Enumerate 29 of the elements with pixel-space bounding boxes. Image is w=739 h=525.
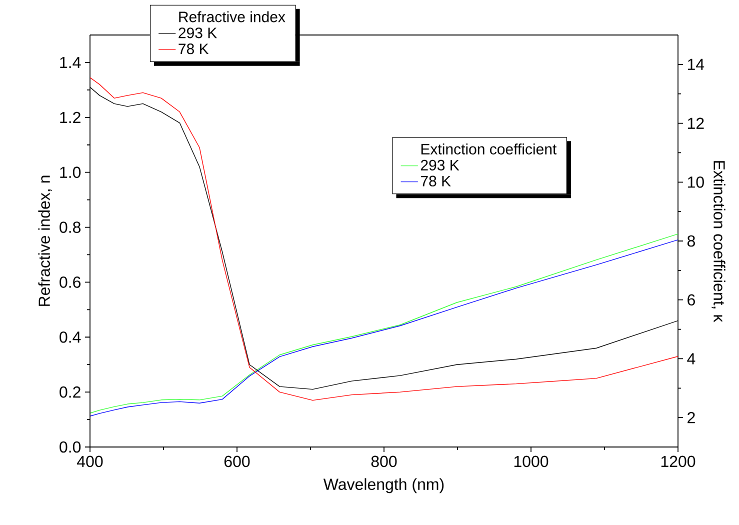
y2-tick-label: 2: [688, 412, 695, 424]
y2-tick-label: 14: [688, 58, 704, 70]
y2-tick-label: 4: [687, 353, 696, 364]
text: Refractive index: [179, 11, 286, 22]
legend-label: 293 K: [178, 28, 217, 38]
y-tick-label: 0.0: [60, 441, 81, 453]
legend-label: 78 K: [178, 44, 209, 54]
x-tick-label: 400: [77, 456, 103, 468]
y-tick-label: 0.4: [60, 331, 81, 343]
y2-tick-label: 6: [688, 294, 695, 306]
x-axis-title: Wavelength (nm): [323, 478, 444, 494]
y2-tick-label: 12: [688, 118, 704, 129]
y2-tick-label: 10: [688, 176, 704, 188]
x-tick-label: 1200: [661, 456, 696, 468]
annotation: Extinction coefficient: [421, 143, 557, 154]
y2-tick-label: 8: [687, 235, 695, 247]
y-tick-label: 1.0: [60, 166, 81, 178]
x-tick-label: 600: [224, 456, 250, 468]
y-tick-label: 0.6: [60, 276, 81, 288]
y-tick-label: 0.8: [60, 222, 81, 233]
y-tick-label: 1.4: [60, 56, 81, 68]
y2-axis-title: Extinction coefficient, κ: [712, 161, 726, 322]
y-tick-label: 1.2: [60, 112, 80, 123]
x-tick-label: 1000: [514, 456, 548, 468]
y-axis-title: Refractive index, n: [38, 176, 52, 306]
legend-label: 293 K: [420, 160, 460, 170]
y-tick-label: 0.2: [60, 386, 80, 398]
legend-label: 78 K: [420, 176, 451, 186]
x-tick-label: 800: [371, 456, 397, 468]
